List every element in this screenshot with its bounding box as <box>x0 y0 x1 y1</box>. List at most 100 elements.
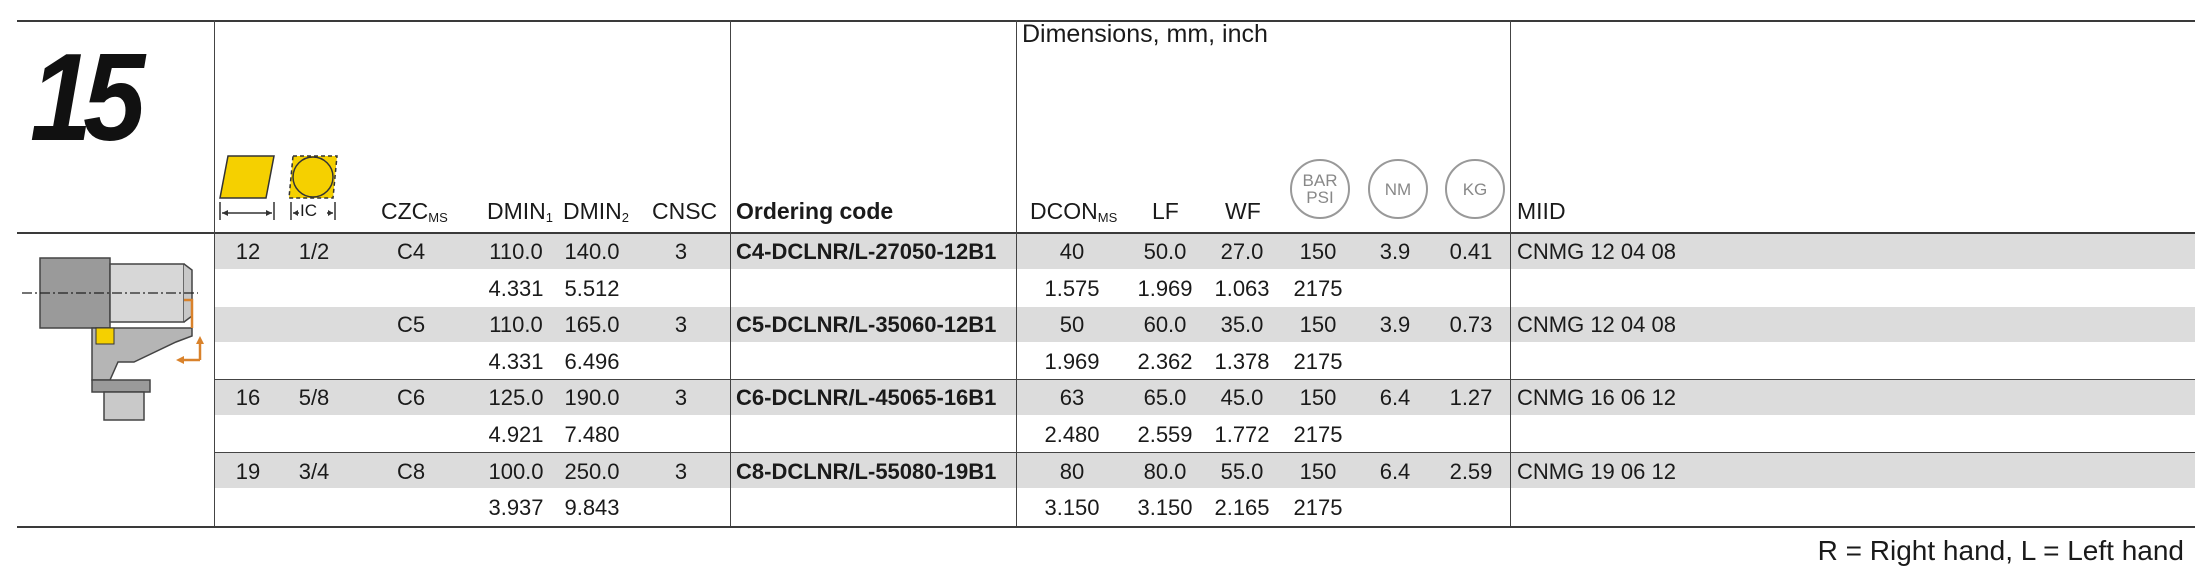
cell-nm: 3.9 <box>1379 312 1411 338</box>
cell-code: C6-DCLNR/L-45065-16B1 <box>736 385 997 411</box>
cell-wf: 45.0 <box>1220 385 1264 411</box>
cell-cnsc: 3 <box>674 239 688 264</box>
cell-nm: 3.9 <box>1379 239 1411 264</box>
column-divider <box>730 20 731 526</box>
cell-dmin1: 125.0 <box>488 385 544 411</box>
bar-psi-icon: BAR PSI <box>1290 159 1350 219</box>
header-ordering-code: Ordering code <box>736 198 894 224</box>
header-czc: CZCMS <box>381 198 448 225</box>
cell-wf: 35.0 <box>1220 312 1264 338</box>
header-cnsc: CNSC <box>652 198 718 224</box>
cell-dmin2: 6.496 <box>564 348 620 374</box>
cell-dmin2: 190.0 <box>564 385 620 411</box>
dimensions-title: Dimensions, mm, inch <box>1022 20 1268 48</box>
cell-bar: 2175 <box>1293 422 1343 447</box>
cell-bar: 150 <box>1299 239 1337 264</box>
cell-lf: 3.150 <box>1137 495 1193 521</box>
cell-bar: 150 <box>1299 385 1337 411</box>
cell-code: C5-DCLNR/L-35060-12B1 <box>736 312 997 338</box>
cell-kg: 0.73 <box>1449 312 1493 338</box>
psi-label: PSI <box>1306 188 1334 207</box>
nm-label: NM <box>1384 179 1412 199</box>
cell-czc: C4 <box>396 239 426 264</box>
cell-dmin1: 110.0 <box>489 312 543 338</box>
column-divider <box>1510 20 1511 526</box>
cell-lf: 2.559 <box>1137 422 1193 447</box>
cell-ic: 1/2 <box>298 239 330 264</box>
cell-bar: 150 <box>1299 312 1337 338</box>
cell-czc: C6 <box>396 385 426 411</box>
cell-code: C4-DCLNR/L-27050-12B1 <box>736 239 997 264</box>
inscribed-circle-icon <box>288 155 338 220</box>
header-lf: LF <box>1152 198 1179 224</box>
kg-icon: KG <box>1445 159 1505 219</box>
cell-dcon: 3.150 <box>1044 495 1100 521</box>
cell-dcon: 1.575 <box>1044 275 1100 301</box>
cell-cnsc: 3 <box>674 385 688 411</box>
kg-label: KG <box>1462 179 1488 199</box>
cell-miid: CNMG 12 04 08 <box>1517 312 1676 338</box>
cell-cnsc: 3 <box>674 458 688 484</box>
cell-dmin2: 250.0 <box>564 458 620 484</box>
cell-l: 19 <box>235 458 261 484</box>
group-separator <box>215 379 2195 380</box>
ic-label: IC <box>300 201 317 220</box>
insert-length-icon <box>219 155 275 220</box>
cell-dcon: 2.480 <box>1044 422 1100 447</box>
group-separator <box>215 452 2195 453</box>
cell-lf: 60.0 <box>1143 312 1187 338</box>
column-divider <box>214 20 215 526</box>
cell-wf: 1.063 <box>1214 275 1270 301</box>
cell-nm: 6.4 <box>1379 458 1411 484</box>
cell-bar: 2175 <box>1293 495 1343 521</box>
column-divider <box>1016 20 1017 526</box>
row-shade <box>215 453 2195 488</box>
cell-wf: 27.0 <box>1220 239 1264 264</box>
cell-dmin1: 100.0 <box>488 458 544 484</box>
cell-dcon: 1.969 <box>1044 348 1100 374</box>
cell-dmin1: 4.331 <box>488 348 544 374</box>
header-miid: MIID <box>1517 198 1566 224</box>
cell-dcon: 40 <box>1059 239 1085 264</box>
cell-bar: 2175 <box>1293 275 1343 301</box>
cell-l: 12 <box>235 239 261 264</box>
cell-dmin1: 4.921 <box>488 422 544 447</box>
cell-ic: 3/4 <box>298 458 330 484</box>
cell-kg: 2.59 <box>1449 458 1493 484</box>
cell-dmin2: 140.0 <box>564 239 620 264</box>
cell-code: C8-DCLNR/L-55080-19B1 <box>736 458 997 484</box>
cell-miid: CNMG 19 06 12 <box>1517 458 1676 484</box>
cell-bar: 150 <box>1299 458 1337 484</box>
cell-dmin2: 7.480 <box>564 422 620 447</box>
section-number: 15 <box>30 29 145 167</box>
cell-miid: CNMG 12 04 08 <box>1517 239 1676 264</box>
row-shade <box>215 234 2195 269</box>
header-wf: WF <box>1225 198 1261 224</box>
bottom-rule <box>17 526 2195 528</box>
header-dmin1: DMIN1 <box>487 198 554 225</box>
cell-lf: 1.969 <box>1137 275 1193 301</box>
cell-nm: 6.4 <box>1379 385 1411 411</box>
top-rule <box>17 20 2195 22</box>
cell-wf: 2.165 <box>1214 495 1270 521</box>
cell-l: 16 <box>235 385 261 411</box>
cell-miid: CNMG 16 06 12 <box>1517 385 1676 411</box>
cell-wf: 1.772 <box>1214 422 1270 447</box>
cell-bar: 2175 <box>1293 348 1343 374</box>
cell-lf: 2.362 <box>1137 348 1193 374</box>
cell-dmin2: 165.0 <box>564 312 620 338</box>
header-dcon: DCONMS <box>1030 198 1118 225</box>
cell-kg: 1.27 <box>1449 385 1493 411</box>
cell-cnsc: 3 <box>674 312 688 338</box>
cell-dmin1: 110.0 <box>489 239 543 264</box>
cell-wf: 55.0 <box>1220 458 1264 484</box>
header-dmin2: DMIN2 <box>563 198 630 225</box>
cell-czc: C5 <box>396 312 426 338</box>
header-rule <box>17 232 2195 234</box>
cell-dcon: 63 <box>1059 385 1085 411</box>
cell-lf: 50.0 <box>1143 239 1187 264</box>
cell-wf: 1.378 <box>1214 348 1270 374</box>
cell-kg: 0.41 <box>1449 239 1493 264</box>
cell-dmin2: 9.843 <box>564 495 620 521</box>
cell-ic: 5/8 <box>298 385 330 411</box>
